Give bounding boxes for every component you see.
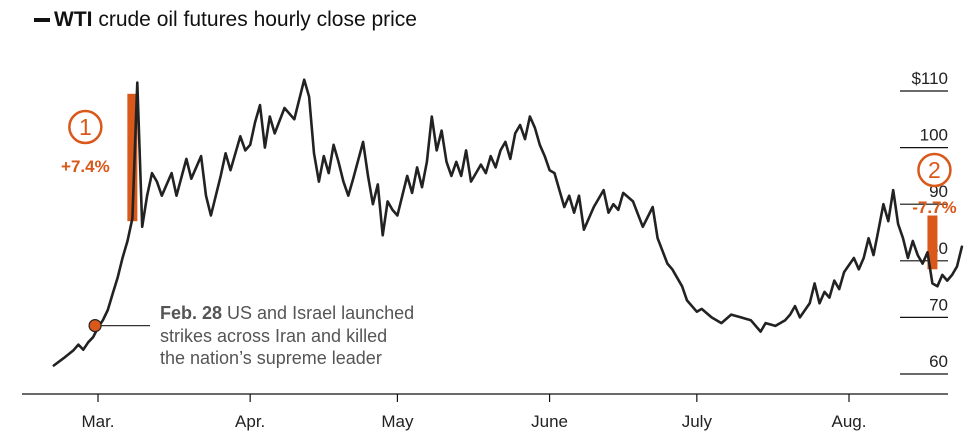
y-tick-label: 60 (929, 352, 948, 371)
annotation-text: US and Israel launched (222, 303, 414, 323)
y-tick-label: 100 (920, 126, 948, 145)
x-tick-label: May (381, 412, 414, 431)
x-tick-label: Apr. (235, 412, 265, 431)
annotation-line-2: strikes across Iran and killed (160, 326, 387, 346)
highlight-bar-2 (927, 215, 938, 270)
x-tick-label: Mar. (81, 412, 114, 431)
highlight-circle-1 (68, 109, 103, 145)
legend-series-name: WTI (54, 8, 93, 31)
x-tick-label: Aug. (832, 412, 867, 431)
event-marker-dot (88, 318, 102, 333)
wti-price-line (52, 78, 964, 367)
highlight-change-label-1: +7.4% (61, 157, 110, 176)
highlight-change-label-2: -7.7% (912, 198, 956, 217)
highlight-circle-2 (917, 152, 952, 188)
highlight-number-2: 2 (928, 157, 941, 183)
annotation-line-1: Feb. 28 US and Israel launched (160, 303, 414, 323)
legend-series-description: crude oil futures hourly close price (98, 8, 417, 31)
legend-line-swatch (34, 18, 50, 23)
highlight-bar-1 (127, 93, 138, 222)
x-tick-label: July (682, 412, 713, 431)
chart-legend: WTI crude oil futures hourly close price (34, 8, 417, 32)
annotation-line-3: the nation’s supreme leader (160, 348, 382, 368)
y-tick-label: 70 (929, 295, 948, 314)
highlight-number-1: 1 (79, 114, 92, 140)
x-tick-label: June (531, 412, 568, 431)
y-tick-label: $110 (911, 69, 948, 88)
annotation-date: Feb. 28 (160, 303, 222, 323)
